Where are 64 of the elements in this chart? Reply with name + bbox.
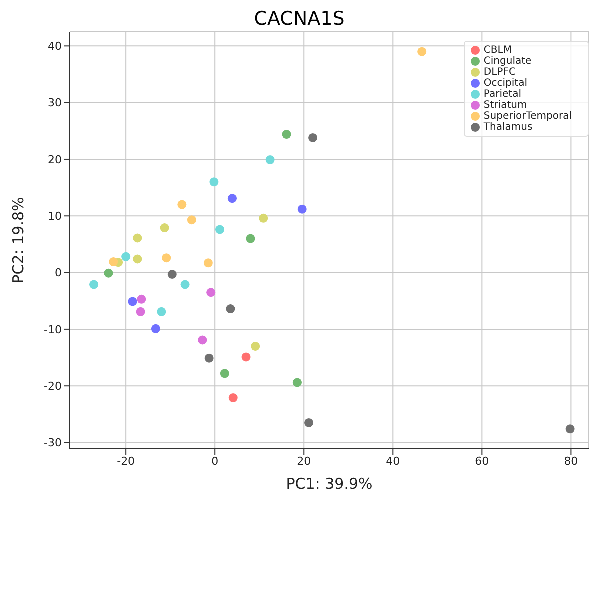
point <box>226 304 236 314</box>
point <box>228 194 237 204</box>
point <box>242 352 251 362</box>
legend-label: Thalamus <box>484 122 533 133</box>
legend-label: DLPFC <box>484 67 516 78</box>
point <box>104 268 114 278</box>
y-tick-label: 20 <box>48 153 62 166</box>
point <box>298 204 307 214</box>
point <box>216 225 225 234</box>
point <box>168 270 177 279</box>
y-tick-label: -10 <box>44 323 62 336</box>
legend-label: Striatum <box>484 100 528 111</box>
x-tick-label: -20 <box>117 454 136 468</box>
y-tick-label: 10 <box>48 210 62 224</box>
point <box>304 418 314 428</box>
point <box>292 378 302 388</box>
y-tick-label: 40 <box>48 40 62 54</box>
y-tick-label: -30 <box>44 436 62 450</box>
point <box>308 133 318 142</box>
point <box>228 394 238 403</box>
y-tick-label: 30 <box>48 96 62 110</box>
point <box>566 424 575 434</box>
point <box>246 234 256 244</box>
legend-label: Cingulate <box>484 56 532 67</box>
legend-label: Parietal <box>484 89 522 100</box>
point <box>210 178 219 187</box>
point <box>282 130 292 140</box>
point <box>418 47 427 56</box>
point <box>151 324 160 334</box>
y-tick-label: 0 <box>55 266 62 280</box>
point <box>187 216 196 225</box>
x-axis-title: PC1: 39.9% <box>286 475 373 493</box>
x-tick-label: 40 <box>386 454 400 468</box>
y-tick-label: -20 <box>44 380 62 394</box>
y-axis-title: PC2: 19.8% <box>9 197 28 284</box>
legend-label: CBLM <box>484 45 512 56</box>
point <box>204 354 214 363</box>
x-tick-label: 0 <box>212 454 219 468</box>
chart-title: CACNA1S <box>253 8 346 30</box>
point <box>266 156 275 165</box>
point <box>157 307 166 316</box>
point <box>178 200 187 210</box>
point <box>122 252 131 262</box>
point <box>259 214 268 223</box>
legend-label: SuperiorTemporal <box>484 111 572 122</box>
point <box>137 294 146 304</box>
point <box>198 336 208 345</box>
x-tick-label: 20 <box>297 454 312 468</box>
point <box>220 369 230 378</box>
point <box>206 288 216 298</box>
point <box>109 258 118 267</box>
x-tick-label: 80 <box>564 454 578 468</box>
point <box>180 280 190 290</box>
point <box>133 234 142 243</box>
point <box>251 342 260 351</box>
x-tick-label: 60 <box>475 454 490 468</box>
point <box>133 254 142 264</box>
legend-label: Occipital <box>484 78 528 89</box>
point <box>160 224 170 233</box>
point <box>136 307 146 316</box>
point <box>128 297 138 306</box>
point <box>90 280 99 290</box>
point <box>204 258 213 268</box>
point <box>162 254 172 263</box>
